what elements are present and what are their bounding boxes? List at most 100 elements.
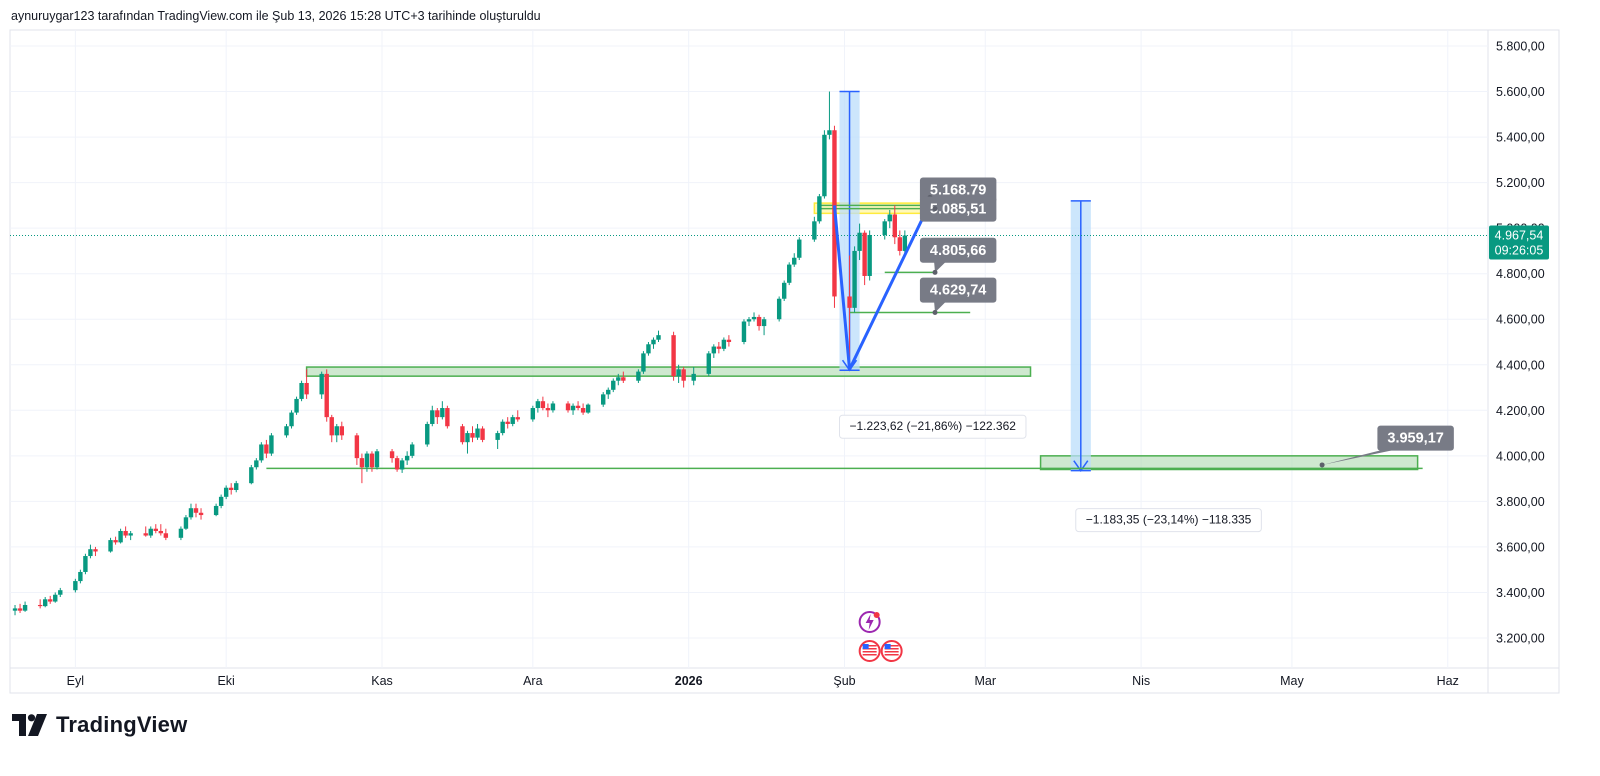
candle-body [143,533,148,536]
callout-label: 3.959,17 [1387,431,1443,447]
flag-canton [862,644,869,649]
candle-body [606,389,611,395]
candle-body [882,221,887,235]
candle-body [269,435,274,454]
flag-stripe [884,651,899,653]
candle-body [495,433,500,440]
candle-body [218,496,224,506]
flash-event-icon[interactable] [858,611,881,633]
candle-body [198,512,204,516]
y-tick-label: 5.600,00 [1496,85,1545,99]
candle-body [389,451,395,459]
candle-body [580,408,586,413]
candle-body [93,549,98,552]
y-tick-label: 4.000,00 [1496,449,1545,463]
y-tick-label: 4.200,00 [1496,404,1545,418]
candle-body [852,250,857,308]
candle-body [897,237,903,251]
y-tick-label: 3.200,00 [1496,632,1545,646]
candle-body [585,404,591,413]
callout-label: 5.168.79 [930,182,986,198]
candle-body [847,296,852,308]
candle-body [445,408,450,427]
candle-body [530,408,536,420]
candle-body [671,335,676,377]
candles-layer [12,91,908,616]
candle-body [188,508,194,518]
candle-body [822,134,827,197]
candle-body [294,398,299,413]
flash-bolt [865,614,874,630]
callout-box [919,177,997,203]
us-flag-event-icon[interactable] [858,640,881,662]
x-tick-label: 2026 [675,674,703,688]
candle-body [183,517,189,529]
candle-body [339,426,344,436]
flag-stripe [862,654,877,656]
candle-body [249,467,254,484]
x-tick-label: Eki [217,674,234,688]
candle-body [746,319,752,322]
flag-stripe [862,645,877,647]
support-zone [1039,455,1419,471]
candle-body [535,401,541,409]
measure-arrowhead [1073,460,1089,472]
candle-body [741,321,747,342]
candle-body [299,382,304,399]
candle-body [656,335,661,340]
candle-body [621,377,626,381]
lines-layer [10,204,1488,470]
brand-name: TradingView [56,712,188,737]
candle-body [515,417,520,420]
chart-caption: aynuruygar123 tarafından TradingView.com… [11,9,541,23]
candle-body [409,444,415,456]
price-axis[interactable]: 5.800,005.600,005.400,005.200,005.000,00… [1489,40,1549,646]
candle-body [42,599,48,607]
trend-line [832,205,852,370]
candle-body [781,282,787,299]
price-chart[interactable]: −1.223,62 (−21,86%) −122.362 −1.183,35 (−… [0,0,1600,705]
candle-body [364,453,370,468]
callout-box [919,277,997,303]
candle-body [761,319,767,327]
candle-body [213,505,219,516]
candle-body [505,421,510,424]
candle-body [570,405,576,411]
callout-pointer [933,299,948,313]
us-flag-event-icon[interactable] [880,640,903,662]
callout-label: 5.085,51 [930,202,986,218]
candle-body [636,371,641,381]
y-tick-label: 3.800,00 [1496,495,1545,509]
candle-body [465,433,470,443]
candle-body [123,530,128,536]
flash-dot [873,612,880,618]
candle-body [641,353,646,372]
time-axis[interactable]: Eyl Eki Kas Ara 2026 Şub Mar Nis May Haz [67,674,1459,688]
candle-body [113,540,118,543]
flag-stripe [884,648,899,650]
candle-body [827,130,832,135]
candle-body [359,458,365,468]
candle-body [857,232,862,251]
callout-box [919,196,997,222]
y-tick-label: 5.200,00 [1496,176,1545,190]
flag-stripe [862,648,877,650]
candle-body [163,533,169,538]
candle-body [691,373,696,381]
measure-label-box [1075,508,1262,533]
candle-body [58,590,63,595]
flag-canton [884,644,891,649]
callout-label: 4.805,66 [930,243,986,259]
candle-body [354,435,360,459]
candle-body [399,460,405,470]
candle-body [178,528,184,538]
tradingview-brand[interactable]: TradingView [12,712,187,738]
callout-label: 4.629,74 [930,283,986,299]
candle-body [726,339,732,342]
last-price-badge [1489,225,1549,260]
candle-body [48,599,53,602]
tradingview-logo-icon [12,714,47,736]
candle-body [721,339,727,349]
events-layer[interactable] [858,611,903,662]
candle-body [797,239,802,258]
